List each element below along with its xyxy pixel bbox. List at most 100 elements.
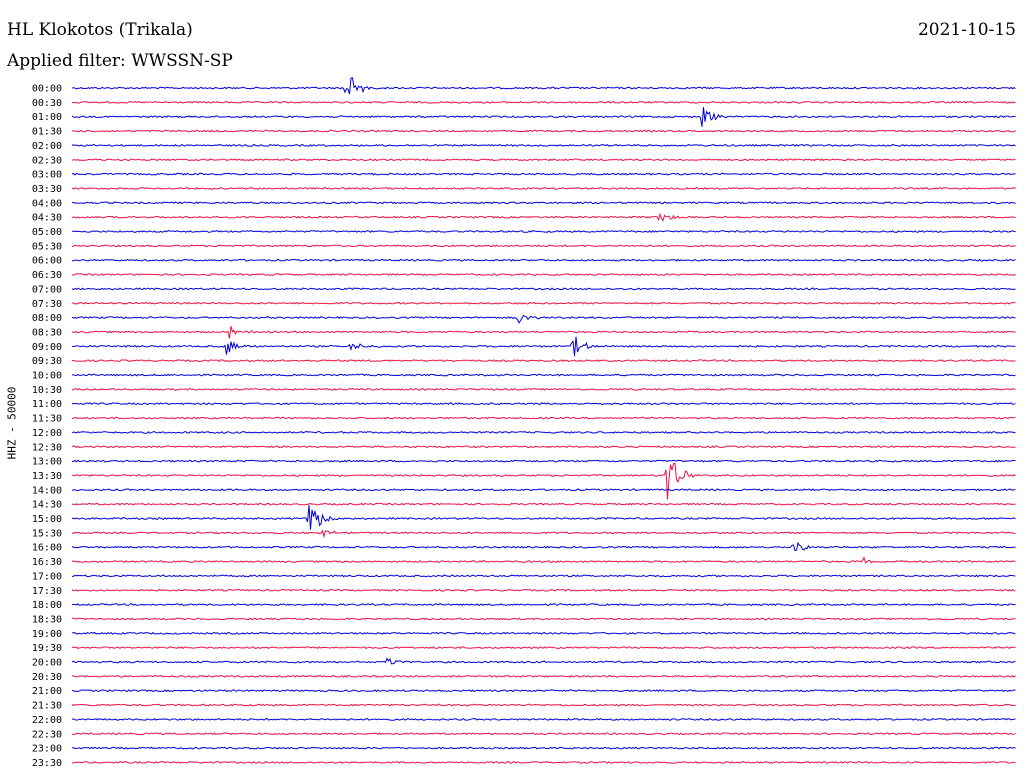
row-time-label: 11:30 xyxy=(32,414,62,425)
row-time-label: 22:00 xyxy=(32,715,62,726)
trace-line xyxy=(72,746,1016,750)
row-time-label: 12:00 xyxy=(32,428,62,439)
row-time-label: 18:30 xyxy=(32,614,62,625)
row-time-label: 06:30 xyxy=(32,270,62,281)
trace-line xyxy=(71,574,1016,578)
row-time-label: 18:00 xyxy=(32,600,62,611)
row-time-label: 10:00 xyxy=(32,371,62,382)
trace-line xyxy=(71,273,1016,276)
trace-line xyxy=(71,732,1016,736)
row-time-label: 19:00 xyxy=(32,629,62,640)
trace-line xyxy=(71,373,1016,377)
row-time-label: 16:30 xyxy=(32,557,62,568)
row-time-label: 02:00 xyxy=(32,141,62,152)
trace-line xyxy=(72,201,1016,205)
row-time-label: 04:00 xyxy=(32,198,62,209)
trace-line xyxy=(71,387,1016,391)
row-time-label: 01:30 xyxy=(32,127,62,138)
row-time-label: 08:00 xyxy=(32,313,62,324)
row-time-label: 20:30 xyxy=(32,672,62,683)
row-time-label: 15:00 xyxy=(32,514,62,525)
row-time-label: 00:00 xyxy=(32,84,62,95)
row-time-label: 05:30 xyxy=(32,241,62,252)
trace-line xyxy=(71,502,1016,506)
trace-line xyxy=(71,129,1016,133)
trace-line xyxy=(71,230,1016,233)
row-time-label: 12:30 xyxy=(32,442,62,453)
row-time-label: 10:30 xyxy=(32,385,62,396)
trace-line xyxy=(71,336,1016,357)
row-time-label: 00:30 xyxy=(32,98,62,109)
row-time-label: 06:00 xyxy=(32,256,62,267)
row-time-label: 04:30 xyxy=(32,213,62,224)
trace-line xyxy=(71,459,1016,463)
row-time-label: 14:00 xyxy=(32,485,62,496)
trace-line xyxy=(71,187,1016,190)
trace-line xyxy=(71,529,1016,539)
trace-line xyxy=(71,287,1016,291)
row-time-label: 01:00 xyxy=(32,112,62,123)
filter-label: Applied filter: WWSSN-SP xyxy=(7,51,233,71)
row-time-label: 02:30 xyxy=(32,155,62,166)
row-time-label: 07:00 xyxy=(32,284,62,295)
row-time-label: 22:30 xyxy=(32,729,62,740)
trace-line xyxy=(71,301,1016,305)
trace-line xyxy=(71,488,1016,492)
row-time-label: 23:30 xyxy=(32,758,62,769)
trace-line xyxy=(71,430,1016,434)
trace-line xyxy=(71,212,1016,222)
trace-line xyxy=(71,244,1016,248)
trace-line xyxy=(71,703,1016,707)
row-time-label: 15:30 xyxy=(32,528,62,539)
row-time-label: 09:30 xyxy=(32,356,62,367)
trace-line xyxy=(71,445,1016,449)
row-time-label: 19:30 xyxy=(32,643,62,654)
row-time-label: 03:00 xyxy=(32,170,62,181)
trace-line xyxy=(71,314,1016,324)
trace-line xyxy=(71,760,1016,764)
row-time-label: 05:00 xyxy=(32,227,62,238)
trace-line xyxy=(71,646,1016,650)
row-time-label: 23:00 xyxy=(32,744,62,755)
row-time-label: 14:30 xyxy=(32,500,62,511)
row-time-label: 20:00 xyxy=(32,658,62,669)
row-time-label: 09:00 xyxy=(32,342,62,353)
trace-line xyxy=(71,462,1016,500)
row-time-label: 13:30 xyxy=(32,471,62,482)
trace-line xyxy=(71,631,1016,635)
trace-line xyxy=(71,258,1016,262)
trace-line xyxy=(71,504,1016,530)
row-time-label: 17:00 xyxy=(32,571,62,582)
trace-line xyxy=(71,416,1016,420)
station-title: HL Klokotos (Trikala) xyxy=(7,20,193,40)
trace-line xyxy=(71,326,1016,339)
trace-line xyxy=(72,617,1016,621)
trace-line xyxy=(71,588,1016,592)
row-time-label: 11:00 xyxy=(32,399,62,410)
row-time-label: 08:30 xyxy=(32,327,62,338)
trace-line xyxy=(71,603,1016,607)
trace-line xyxy=(71,402,1016,406)
trace-line xyxy=(71,717,1016,721)
trace-line xyxy=(71,689,1016,693)
row-time-label: 16:00 xyxy=(32,543,62,554)
trace-line xyxy=(71,100,1016,104)
trace-line xyxy=(71,77,1016,95)
date-label: 2021-10-15 xyxy=(917,20,1016,40)
trace-line xyxy=(71,143,1016,147)
row-time-label: 13:00 xyxy=(32,457,62,468)
row-time-label: 21:00 xyxy=(32,686,62,697)
trace-line xyxy=(71,657,1016,665)
row-time-label: 17:30 xyxy=(32,586,62,597)
trace-line xyxy=(71,556,1016,564)
trace-line xyxy=(71,107,1016,127)
trace-line xyxy=(71,541,1016,552)
trace-line xyxy=(72,158,1016,162)
row-time-label: 07:30 xyxy=(32,299,62,310)
trace-line xyxy=(71,172,1016,176)
row-time-label: 03:30 xyxy=(32,184,62,195)
trace-line xyxy=(71,359,1016,363)
row-time-label: 21:30 xyxy=(32,701,62,712)
trace-line xyxy=(71,674,1016,678)
